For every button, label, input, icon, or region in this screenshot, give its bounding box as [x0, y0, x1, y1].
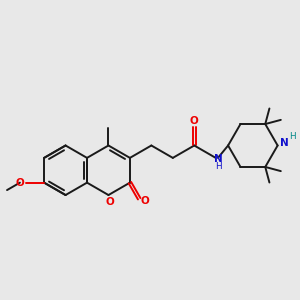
- Text: O: O: [16, 178, 24, 188]
- Text: O: O: [190, 116, 199, 126]
- Text: H: H: [215, 162, 221, 171]
- Text: O: O: [140, 196, 149, 206]
- Text: O: O: [105, 197, 114, 207]
- Text: N: N: [214, 154, 222, 164]
- Text: H: H: [289, 132, 296, 141]
- Text: N: N: [280, 138, 289, 148]
